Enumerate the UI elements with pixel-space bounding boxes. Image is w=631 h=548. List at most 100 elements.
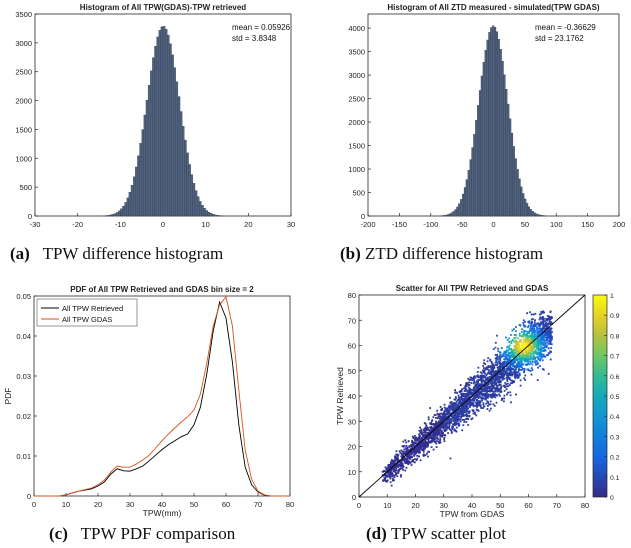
scatter-d-point [544, 324, 547, 327]
scatter-d-point [397, 461, 399, 464]
scatter-d-point [477, 396, 480, 399]
scatter-d-point [452, 426, 454, 428]
scatter-d-point [430, 437, 432, 439]
scatter-d-point [448, 423, 451, 425]
scatter-d-point [538, 347, 540, 350]
hist-a-bar [141, 129, 144, 217]
scatter-d-point [541, 342, 544, 345]
scatter-d-point [525, 354, 528, 357]
scatter-d-point [460, 409, 462, 411]
scatter-d-point [505, 370, 508, 373]
scatter-d-point [523, 359, 526, 362]
scatter-d-point [388, 474, 390, 477]
scatter-d-point [521, 356, 524, 359]
pdf-c-title: PDF of All TPW Retrieved and GDAS bin si… [70, 285, 254, 294]
scatter-d-point [455, 423, 458, 426]
scatter-d-point [475, 392, 478, 395]
scatter-d-point [468, 391, 470, 394]
scatter-d-point [420, 444, 423, 447]
scatter-d-point [438, 420, 441, 423]
scatter-d-point [460, 416, 463, 419]
scatter-d-point [531, 369, 534, 371]
scatter-d-point [547, 329, 549, 332]
scatter-d-point [478, 402, 481, 405]
scatter-d-point [411, 447, 414, 450]
scatter-d-point [442, 417, 445, 419]
scatter-d-point [391, 479, 394, 482]
scatter-d-point [411, 447, 414, 449]
scatter-d-point [511, 374, 514, 377]
scatter-d-point [526, 357, 529, 360]
scatter-d-point [388, 471, 391, 474]
scatter-d-point [425, 436, 428, 439]
scatter-d-point [532, 345, 535, 347]
scatter-d-point [510, 348, 512, 351]
scatter-d-point [417, 441, 420, 444]
pdf-c-ytick-label: 0.01 [16, 452, 31, 461]
scatter-d-point [414, 447, 417, 450]
scatter-d-point [529, 349, 532, 352]
scatter-d-point [476, 380, 478, 382]
hist-b-stat-annotation: mean = -0.36629 [535, 23, 596, 32]
pdf-c-ytick-label: 0.02 [16, 412, 31, 421]
scatter-d-point [498, 371, 501, 373]
scatter-d-point [405, 447, 407, 450]
scatter-d-point [477, 386, 480, 388]
hist-a-bar [124, 202, 127, 217]
scatter-d-point [447, 421, 450, 424]
scatter-d-point [467, 403, 470, 406]
scatter-d-point [427, 438, 430, 441]
scatter-d-point [549, 342, 552, 344]
scatter-d-point [394, 467, 397, 469]
scatter-d-point [505, 383, 508, 386]
scatter-d-point [433, 434, 436, 437]
scatter-d-point [521, 354, 524, 357]
scatter-d-point [399, 451, 402, 454]
scatter-d-point [431, 437, 434, 439]
scatter-d-point [515, 353, 518, 356]
scatter-d-point [482, 403, 485, 406]
scatter-d-point [507, 367, 510, 369]
scatter-d-point [514, 358, 517, 361]
scatter-d-point [418, 437, 420, 440]
scatter-d-point [440, 426, 443, 429]
scatter-d-point [526, 333, 528, 336]
scatter-d-point [397, 470, 400, 473]
scatter-d-point [482, 393, 485, 396]
scatter-d-point [524, 344, 527, 347]
scatter-d-point [532, 347, 535, 350]
scatter-d-point [440, 423, 443, 426]
hist-a-bar [194, 190, 198, 217]
scatter-d-point [475, 392, 477, 395]
scatter-d-point [431, 440, 433, 443]
scatter-d-point [512, 362, 515, 365]
scatter-d-point [482, 371, 485, 374]
scatter-d-point [400, 474, 402, 476]
scatter-d-point [463, 403, 466, 406]
scatter-d-point [438, 413, 440, 416]
scatter-d-point [521, 358, 524, 361]
scatter-d-point [550, 347, 553, 349]
scatter-d-point [508, 376, 511, 379]
scatter-d-point [468, 414, 471, 417]
scatter-d-point [389, 472, 392, 475]
scatter-d-point [460, 409, 463, 412]
scatter-d-point [531, 341, 533, 344]
hist-b-xtick-label: -50 [457, 220, 468, 229]
scatter-d-point [395, 472, 398, 475]
scatter-d-point [548, 337, 551, 339]
scatter-d-point [398, 450, 401, 453]
scatter-d-point [446, 421, 449, 424]
hist-a-xtick-label: 0 [161, 220, 165, 229]
scatter-d-point [500, 347, 503, 349]
scatter-d-point [545, 322, 548, 325]
scatter-d-point [547, 330, 550, 333]
scatter-d-point [506, 364, 508, 367]
scatter-d-point [415, 449, 417, 451]
scatter-d-point [510, 350, 513, 353]
scatter-d-point [545, 322, 547, 324]
scatter-d-point [536, 322, 539, 325]
scatter-d-point [508, 352, 511, 355]
scatter-d-point [436, 427, 439, 430]
scatter-d-point [420, 446, 423, 448]
